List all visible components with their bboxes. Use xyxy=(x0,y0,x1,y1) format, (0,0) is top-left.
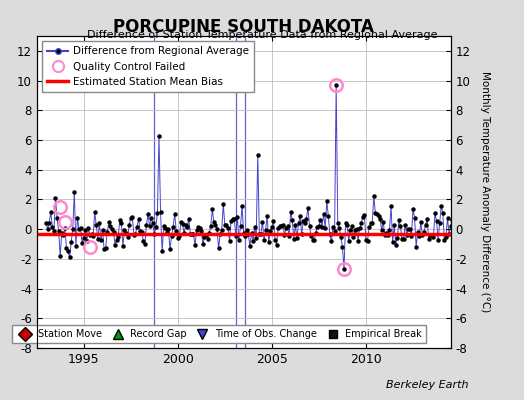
Legend: Station Move, Record Gap, Time of Obs. Change, Empirical Break: Station Move, Record Gap, Time of Obs. C… xyxy=(12,325,426,343)
Y-axis label: Monthly Temperature Anomaly Difference (°C): Monthly Temperature Anomaly Difference (… xyxy=(480,71,490,313)
Text: Difference of Station Temperature Data from Regional Average: Difference of Station Temperature Data f… xyxy=(87,30,437,40)
Title: PORCUPINE SOUTH DAKOTA: PORCUPINE SOUTH DAKOTA xyxy=(113,18,374,36)
Text: Berkeley Earth: Berkeley Earth xyxy=(387,380,469,390)
